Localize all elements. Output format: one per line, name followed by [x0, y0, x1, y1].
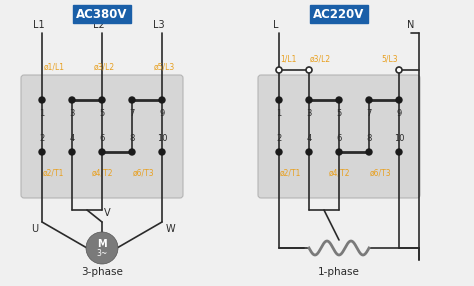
Circle shape [69, 97, 75, 103]
Text: ø2/T1: ø2/T1 [280, 168, 301, 177]
Text: 1: 1 [276, 109, 282, 118]
Text: 2: 2 [276, 134, 282, 143]
Text: W: W [166, 224, 176, 234]
FancyBboxPatch shape [310, 5, 368, 23]
Text: 7: 7 [366, 109, 372, 118]
Circle shape [276, 97, 282, 103]
Text: 2: 2 [39, 134, 45, 143]
FancyBboxPatch shape [258, 75, 420, 198]
Text: ø4/T2: ø4/T2 [92, 168, 113, 177]
Text: ø5/L3: ø5/L3 [154, 63, 175, 72]
Text: 1/L1: 1/L1 [280, 55, 296, 64]
Text: N: N [407, 20, 415, 30]
Text: ø1/L1: ø1/L1 [44, 63, 65, 72]
Text: AC220V: AC220V [313, 7, 365, 21]
Text: 5/L3: 5/L3 [381, 55, 398, 64]
Text: 3~: 3~ [96, 249, 108, 257]
Circle shape [99, 149, 105, 155]
Text: 8: 8 [129, 134, 135, 143]
Text: 4: 4 [69, 134, 74, 143]
Text: 6: 6 [337, 134, 342, 143]
Text: L: L [273, 20, 279, 30]
Circle shape [336, 149, 342, 155]
Text: 5: 5 [337, 109, 342, 118]
Text: ø6/T3: ø6/T3 [133, 168, 155, 177]
Text: 10: 10 [157, 134, 167, 143]
Circle shape [306, 67, 312, 73]
Circle shape [276, 149, 282, 155]
Circle shape [306, 97, 312, 103]
Circle shape [336, 97, 342, 103]
Text: U: U [31, 224, 38, 234]
Circle shape [159, 97, 165, 103]
Circle shape [366, 97, 372, 103]
Text: 8: 8 [366, 134, 372, 143]
Text: ø6/T3: ø6/T3 [370, 168, 392, 177]
Circle shape [99, 97, 105, 103]
Circle shape [129, 149, 135, 155]
Text: ø3/L2: ø3/L2 [94, 63, 115, 72]
Text: L1: L1 [33, 20, 45, 30]
Circle shape [86, 232, 118, 264]
Circle shape [129, 97, 135, 103]
Text: 4: 4 [306, 134, 311, 143]
Text: 3: 3 [306, 109, 312, 118]
Circle shape [69, 149, 75, 155]
Text: 5: 5 [100, 109, 105, 118]
Circle shape [366, 149, 372, 155]
Text: ø4/T2: ø4/T2 [329, 168, 350, 177]
Circle shape [306, 149, 312, 155]
Text: 9: 9 [396, 109, 401, 118]
FancyBboxPatch shape [73, 5, 131, 23]
Text: 7: 7 [129, 109, 135, 118]
Text: 3: 3 [69, 109, 75, 118]
Text: M: M [97, 239, 107, 249]
Text: L2: L2 [93, 20, 105, 30]
Circle shape [396, 97, 402, 103]
FancyBboxPatch shape [21, 75, 183, 198]
Text: 1: 1 [39, 109, 45, 118]
Text: AC380V: AC380V [76, 7, 128, 21]
Text: 10: 10 [394, 134, 404, 143]
Text: 6: 6 [100, 134, 105, 143]
Text: V: V [104, 208, 110, 218]
Text: 9: 9 [159, 109, 164, 118]
Text: 3-phase: 3-phase [81, 267, 123, 277]
Circle shape [39, 97, 45, 103]
Circle shape [396, 149, 402, 155]
Circle shape [396, 67, 402, 73]
Text: ø2/T1: ø2/T1 [43, 168, 64, 177]
Text: 1-phase: 1-phase [318, 267, 360, 277]
Text: L3: L3 [153, 20, 165, 30]
Circle shape [39, 149, 45, 155]
Text: ø3/L2: ø3/L2 [310, 55, 331, 64]
Circle shape [276, 67, 282, 73]
Circle shape [159, 149, 165, 155]
